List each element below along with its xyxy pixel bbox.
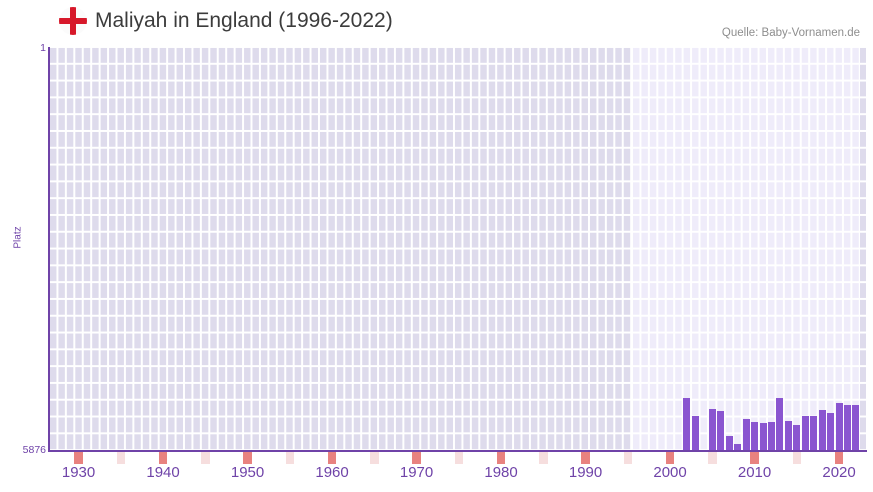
x-axis-tick-label: 2000	[653, 464, 687, 481]
x-axis-minor-tick	[285, 452, 295, 464]
bar	[734, 444, 742, 450]
x-axis-tick-strip	[49, 452, 866, 464]
x-axis-minor-tick	[539, 452, 548, 464]
x-axis-decade-tick	[412, 452, 421, 464]
bar	[725, 436, 733, 450]
bar	[691, 416, 699, 450]
bar	[742, 419, 750, 450]
chart-source: Quelle: Baby-Vornamen.de	[721, 27, 860, 39]
y-axis-tick-top: 1	[40, 42, 46, 54]
x-axis-tick-label: 2020	[822, 464, 856, 481]
x-axis-tick-label: 1930	[61, 464, 96, 481]
x-axis-decade-tick	[243, 452, 252, 464]
x-axis-tick-label: 1980	[484, 464, 518, 481]
y-axis-line	[48, 47, 50, 452]
bar	[852, 405, 860, 450]
x-axis-decade-tick	[158, 452, 168, 464]
x-axis-tick-label: 1970	[399, 464, 434, 481]
x-axis-minor-tick	[201, 452, 210, 464]
x-axis-decade-tick	[750, 452, 759, 464]
x-axis-decade-tick	[496, 452, 506, 464]
y-axis-title: Platz	[12, 226, 24, 249]
grid-background-data-range	[632, 47, 861, 450]
x-axis-tick-label: 1990	[568, 464, 603, 481]
x-axis-minor-tick	[116, 452, 126, 464]
x-axis-minor-tick	[454, 452, 464, 464]
x-axis-minor-tick	[792, 452, 802, 464]
bar	[767, 422, 775, 450]
x-axis-minor-tick	[370, 452, 379, 464]
y-axis-tick-bottom: 5876	[22, 444, 46, 456]
bar	[793, 425, 801, 450]
x-axis-line	[49, 450, 867, 452]
chart-header: Maliyah in England (1996-2022) Quelle: B…	[0, 0, 873, 44]
x-axis-decade-tick	[581, 452, 590, 464]
england-flag-icon	[59, 7, 87, 35]
x-axis-tick-label: 1940	[146, 464, 180, 481]
bar	[751, 422, 759, 450]
flag-cross-horizontal	[59, 18, 87, 24]
x-axis-labels: 1930 1940 1950 1960 1970 1980 1990 2000 2010 2020	[49, 464, 866, 488]
bar	[717, 411, 725, 450]
x-axis-minor-tick	[708, 452, 717, 464]
x-axis-tick-label: 1960	[315, 464, 349, 481]
bar	[708, 409, 716, 450]
bar	[827, 413, 835, 450]
bar	[784, 421, 792, 450]
x-axis-decade-tick	[327, 452, 337, 464]
bar	[844, 405, 851, 450]
x-axis-tick-label: 1950	[230, 464, 265, 481]
bar	[810, 416, 818, 450]
bar	[835, 403, 843, 450]
bar	[776, 398, 784, 450]
plot-area	[49, 47, 866, 450]
bar	[818, 410, 826, 450]
bar	[801, 416, 809, 450]
x-axis-decade-tick	[665, 452, 675, 464]
bar	[683, 398, 691, 450]
bar	[759, 423, 767, 450]
x-axis-decade-tick	[834, 452, 844, 464]
x-axis-tick-label: 2010	[737, 464, 772, 481]
chart-title: Maliyah in England (1996-2022)	[95, 9, 393, 32]
x-axis-decade-tick	[74, 452, 83, 464]
x-axis-minor-tick	[623, 452, 633, 464]
